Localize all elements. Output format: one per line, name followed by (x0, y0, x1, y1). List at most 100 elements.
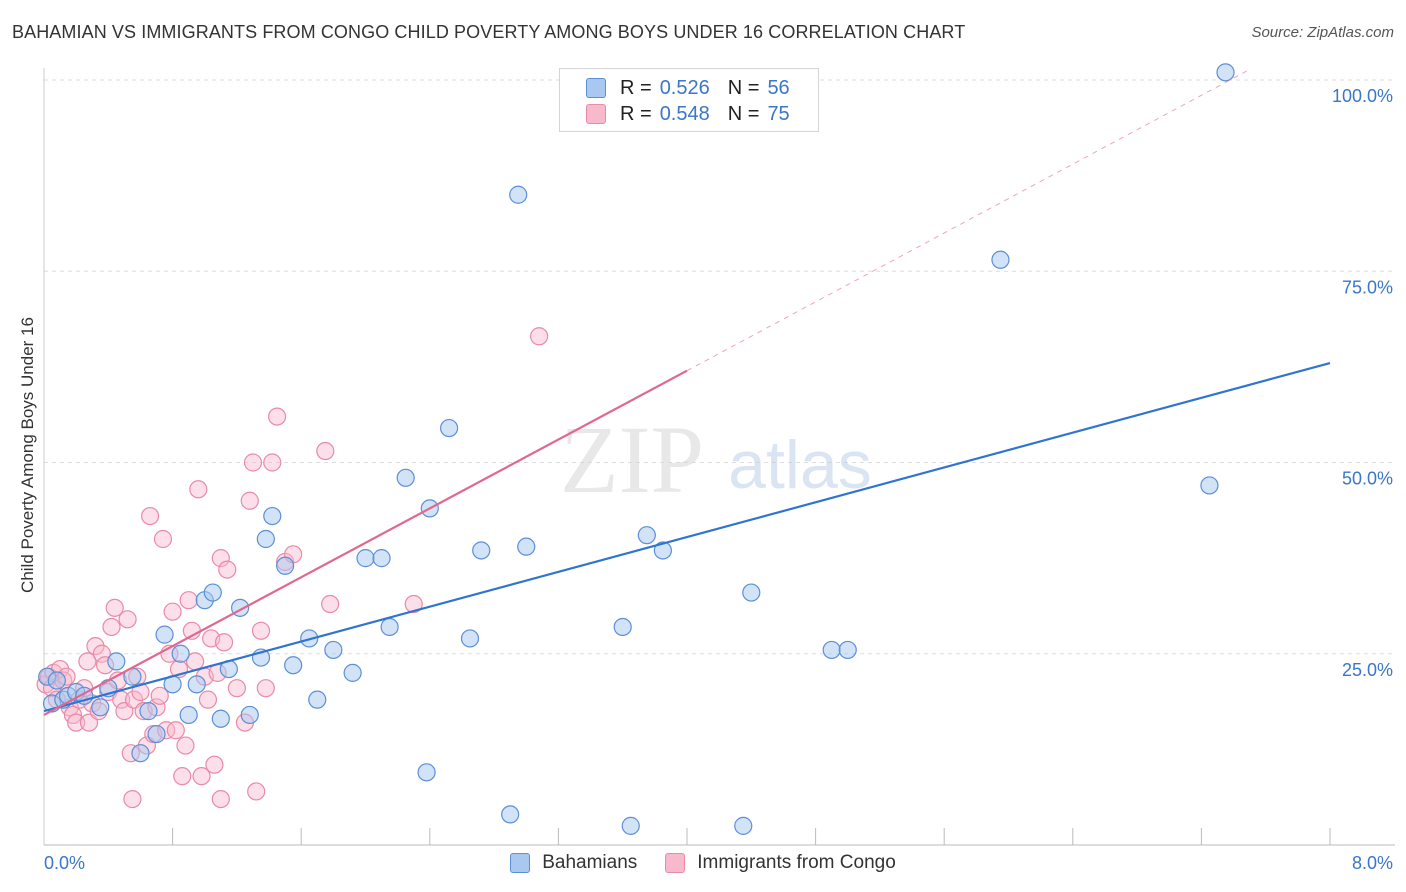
congo-point (243, 453, 263, 472)
legend-swatch-pink (586, 104, 606, 124)
bahamian-point (240, 705, 259, 725)
bahamian-point (263, 506, 282, 526)
legend-item-bahamians[interactable]: Bahamians (510, 852, 637, 874)
watermark-zip-text: ZIP (560, 406, 704, 513)
bahamian-point (131, 744, 150, 763)
bahamian-point (187, 675, 206, 694)
legend-swatch-blue (510, 853, 531, 873)
congo-point (78, 652, 97, 671)
bahamian-point (171, 644, 190, 663)
bahamian-points (38, 63, 1235, 835)
y-tick-label: 75.0% (1342, 277, 1393, 297)
congo-point (173, 767, 192, 786)
bahamian-point (147, 724, 166, 744)
congo-point (179, 591, 198, 610)
bahamian-point (417, 763, 436, 782)
congo-point (140, 506, 160, 526)
y-tick-label: 100.0% (1332, 86, 1393, 106)
bahamian-point (734, 816, 753, 835)
congo-point (321, 594, 340, 614)
congo-point (214, 633, 234, 652)
congo-point (251, 621, 271, 640)
bahamian-point (637, 526, 656, 545)
tick-labels: 25.0% 50.0% 75.0% 100.0% 0.0% 8.0% (44, 86, 1393, 873)
bahamian-point (372, 549, 391, 568)
congo-point (176, 736, 195, 755)
bahamian-point (284, 656, 303, 675)
congo-point (189, 480, 208, 499)
legend-row-bahamians: R = 0.526 N = 56 (586, 76, 790, 100)
y-tick-label: 50.0% (1342, 469, 1393, 489)
watermark-atlas-text: atlas (728, 427, 872, 503)
y-tick-label: 25.0% (1342, 660, 1393, 680)
legend-n-label: N = (727, 76, 760, 99)
legend-row-congo: R = 0.548 N = 75 (586, 102, 790, 126)
axes (43, 68, 1395, 846)
congo-point (247, 782, 266, 801)
bahamian-point (653, 541, 672, 560)
legend-r-value: 0.548 (659, 102, 710, 125)
bahamian-point (460, 629, 480, 648)
legend-n-value: 75 (767, 102, 790, 125)
congo-point (205, 755, 224, 774)
chart-title: BAHAMIAN VS IMMIGRANTS FROM CONGO CHILD … (12, 22, 966, 42)
congo-point (105, 598, 124, 617)
congo-point (67, 713, 86, 732)
congo-point (227, 679, 246, 698)
congo-point (404, 594, 423, 614)
bahamian-point (211, 709, 230, 728)
bahamian-point (742, 583, 761, 602)
bahamian-point (517, 537, 536, 556)
bahamian-point (1216, 63, 1235, 82)
bahamian-point (613, 617, 632, 637)
bahamian-point (838, 640, 857, 660)
congo-point (316, 441, 335, 461)
legend-item-congo[interactable]: Immigrants from Congo (665, 852, 896, 874)
bahamian-point (256, 529, 275, 549)
congo-point (102, 617, 121, 637)
congo-point (198, 690, 218, 709)
congo-point (123, 789, 142, 809)
trend-lines (43, 69, 1331, 716)
bahamian-point (91, 698, 110, 717)
zipatlas-watermark: ZIP atlas (560, 406, 872, 513)
x-tick-label: 8.0% (1352, 853, 1393, 873)
congo-point (530, 327, 549, 346)
bahamian-point (276, 556, 295, 575)
congo-point (240, 491, 259, 510)
congo-point (150, 686, 169, 705)
legend-r-label: R = (620, 76, 652, 99)
series-legend: Bahamians Immigrants from Congo (0, 852, 1406, 874)
bahamian-point (380, 617, 399, 637)
congo-point (92, 644, 111, 663)
legend-n-value: 56 (767, 76, 790, 99)
bahamian-point (991, 250, 1010, 269)
congo-point (118, 610, 137, 629)
congo-point (211, 549, 230, 568)
bahamian-point (822, 640, 841, 660)
congo-point (131, 682, 150, 702)
bahamian-point (203, 583, 222, 602)
legend-swatch-pink (665, 853, 686, 873)
congo-point (192, 767, 211, 786)
bahamian-point (439, 418, 459, 438)
congo-point (256, 679, 275, 698)
bahamian-point (621, 816, 640, 835)
correlation-legend: R = 0.526 N = 56 R = 0.548 N = 75 (559, 68, 819, 132)
legend-label-congo: Immigrants from Congo (697, 852, 896, 873)
legend-label-bahamians: Bahamians (542, 852, 638, 873)
congo-point (218, 560, 237, 579)
congo-point (211, 789, 230, 809)
bahamian-point (107, 652, 126, 671)
legend-r-label: R = (620, 102, 652, 125)
bahamian-point (47, 671, 66, 690)
bahamian-point (509, 185, 528, 204)
bahamian-point (356, 549, 375, 568)
congo-point (267, 407, 287, 426)
bahamian-point (396, 468, 415, 487)
gridlines (44, 79, 1395, 655)
source-credit: Source: ZipAtlas.com (1251, 24, 1394, 41)
bahamian-point (472, 541, 491, 560)
congo-point (263, 453, 282, 472)
